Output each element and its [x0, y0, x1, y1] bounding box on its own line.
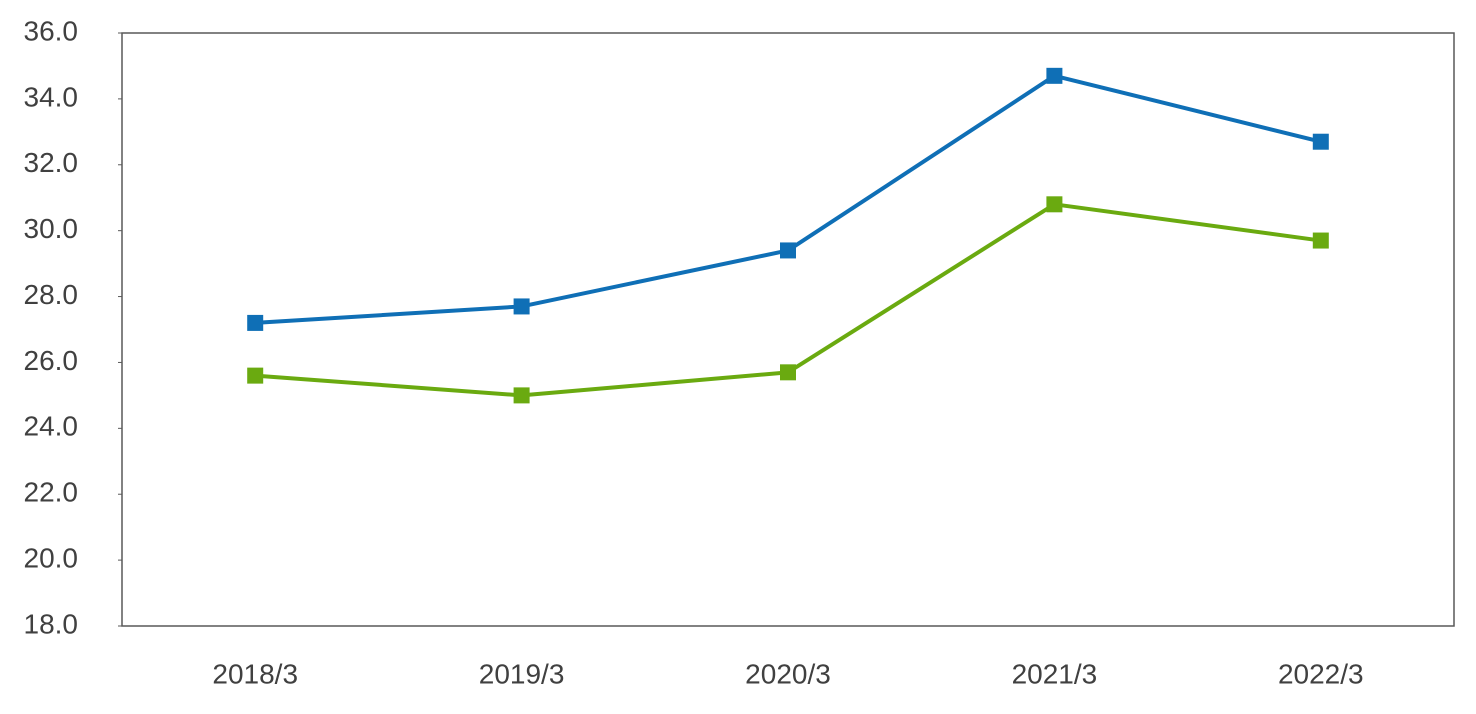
x-tick-label: 2021/3 — [1012, 658, 1098, 689]
y-tick-label: 24.0 — [24, 411, 79, 442]
y-tick-label: 26.0 — [24, 345, 79, 376]
marker — [1312, 232, 1329, 249]
y-tick-label: 18.0 — [24, 608, 79, 639]
y-tick-label: 32.0 — [24, 147, 79, 178]
marker — [1046, 67, 1063, 84]
y-tick-label: 30.0 — [24, 213, 79, 244]
y-tick-label: 28.0 — [24, 279, 79, 310]
marker — [1046, 196, 1063, 213]
plot-frame — [121, 32, 1455, 627]
y-tick-label: 34.0 — [24, 81, 79, 112]
marker — [780, 242, 796, 259]
y-tick-label: 36.0 — [24, 15, 79, 46]
marker — [513, 387, 530, 404]
marker — [513, 298, 530, 315]
marker — [1312, 133, 1329, 150]
marker — [247, 367, 264, 384]
x-tick-label: 2019/3 — [479, 658, 565, 689]
marker — [780, 364, 796, 381]
x-tick-label: 2018/3 — [212, 658, 298, 689]
series-line — [255, 73, 1322, 325]
x-tick-label: 2020/3 — [745, 658, 831, 689]
marker — [247, 314, 264, 331]
y-tick-label: 20.0 — [24, 543, 79, 574]
y-tick-label: 22.0 — [24, 477, 79, 508]
x-tick-label: 2022/3 — [1278, 658, 1364, 689]
